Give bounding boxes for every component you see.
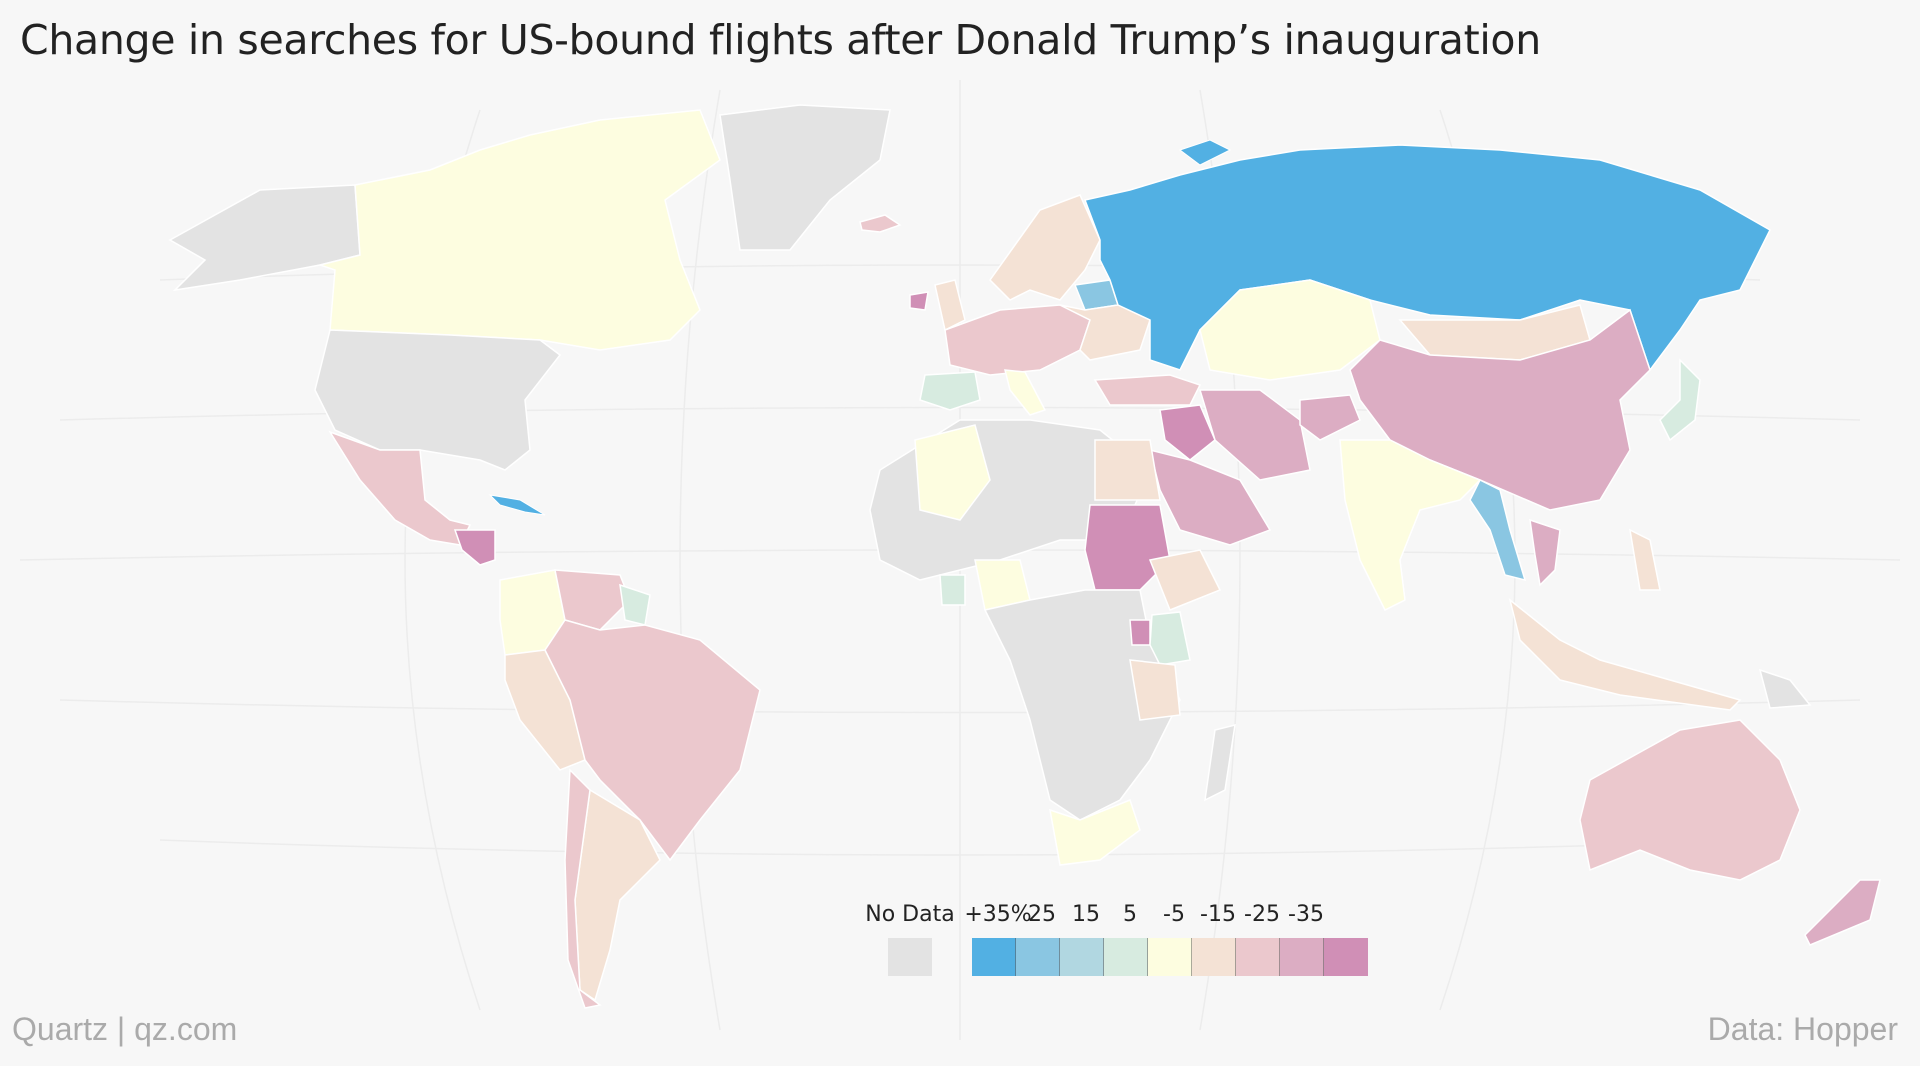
- country-india[interactable]: [1339, 439, 1482, 612]
- legend-swatch-4: [1104, 938, 1148, 976]
- country-south-africa[interactable]: [1049, 799, 1141, 866]
- country-chile[interactable]: [564, 768, 602, 1009]
- country-iraq[interactable]: [1159, 404, 1216, 461]
- source-credit: Quartz | qz.com: [12, 1011, 238, 1047]
- country-afghanistan[interactable]: [1299, 394, 1361, 441]
- country-greenland: [719, 104, 891, 251]
- legend-label-2: 25: [1028, 902, 1056, 927]
- country-eastern-europe[interactable]: [1059, 304, 1151, 361]
- country-brazil[interactable]: [544, 619, 761, 862]
- country-italy[interactable]: [1004, 369, 1047, 416]
- country-usa: [314, 329, 562, 471]
- country-ireland[interactable]: [909, 291, 929, 311]
- legend-swatch-7: [1236, 938, 1280, 976]
- country-png: [1758, 668, 1812, 709]
- country-mexico[interactable]: [328, 430, 472, 546]
- country-new-zealand[interactable]: [1804, 879, 1881, 946]
- country-cuba[interactable]: [488, 494, 546, 516]
- country-egypt[interactable]: [1094, 439, 1161, 501]
- country-australia[interactable]: [1579, 719, 1801, 881]
- legend-swatch-6: [1192, 938, 1236, 976]
- chart-title: Change in searches for US-bound flights …: [20, 16, 1541, 64]
- country-central-africa: [983, 589, 1181, 821]
- country-indonesia[interactable]: [1508, 598, 1742, 711]
- legend-swatch-2: [1016, 938, 1060, 976]
- legend-swatch-3: [1060, 938, 1104, 976]
- legend-label-7: -25: [1244, 902, 1280, 927]
- data-credit: Data: Hopper: [1707, 1011, 1898, 1047]
- legend-swatch-9: [1324, 938, 1368, 976]
- country-uk[interactable]: [934, 279, 966, 332]
- legend-label-8: -35: [1288, 902, 1324, 927]
- country-madagascar: [1204, 723, 1236, 802]
- country-scandinavia[interactable]: [989, 194, 1101, 301]
- country-china[interactable]: [1349, 308, 1651, 511]
- country-uganda[interactable]: [1129, 619, 1151, 646]
- country-vietnam[interactable]: [1529, 518, 1561, 587]
- country-tanzania[interactable]: [1129, 659, 1181, 721]
- legend-swatch-1: [972, 938, 1016, 976]
- legend-label-6: -15: [1200, 902, 1236, 927]
- country-iceland: [859, 214, 902, 233]
- country-guyana[interactable]: [619, 583, 651, 626]
- country-saudi-arabia[interactable]: [1148, 448, 1272, 546]
- legend-no-data-label: No Data: [865, 902, 955, 927]
- country-ethiopia[interactable]: [1148, 549, 1222, 611]
- legend-label-4: 5: [1123, 902, 1137, 927]
- country-algeria[interactable]: [914, 424, 991, 521]
- country-spain[interactable]: [919, 371, 981, 411]
- country-iran[interactable]: [1198, 389, 1311, 481]
- country-central-america[interactable]: [453, 529, 496, 566]
- legend-labels: No Data +35% 25 15 5 -5 -15 -25 -35: [0, 902, 1920, 932]
- legend: [888, 938, 1368, 976]
- country-turkey[interactable]: [1093, 374, 1202, 406]
- legend-label-1: +35%: [964, 902, 1032, 927]
- country-canada[interactable]: [317, 109, 721, 351]
- country-kenya[interactable]: [1149, 611, 1191, 666]
- legend-label-3: 15: [1072, 902, 1100, 927]
- country-japan[interactable]: [1659, 358, 1701, 442]
- legend-swatch-no-data: [888, 938, 932, 976]
- country-venezuela[interactable]: [554, 569, 631, 631]
- country-western-europe[interactable]: [944, 304, 1091, 376]
- country-philippines[interactable]: [1629, 528, 1661, 591]
- country-ghana[interactable]: [939, 574, 966, 606]
- legend-label-5: -5: [1163, 902, 1185, 927]
- legend-swatch-5: [1148, 938, 1192, 976]
- country-novaya-zemlya[interactable]: [1178, 139, 1232, 166]
- legend-swatch-8: [1280, 938, 1324, 976]
- country-myanmar[interactable]: [1469, 478, 1527, 582]
